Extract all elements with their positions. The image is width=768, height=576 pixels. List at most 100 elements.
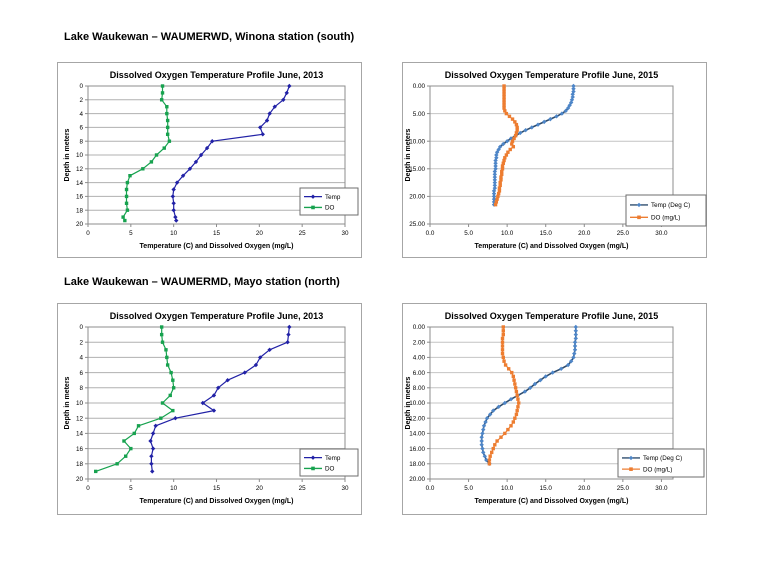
x-tick-label: 15.0 bbox=[540, 230, 553, 237]
x-tick-label: 5.0 bbox=[464, 230, 473, 237]
series-marker-DO (mg/L) bbox=[510, 370, 514, 375]
series-marker-Temp (Deg C) bbox=[492, 183, 497, 188]
series-marker-Temp (Deg C) bbox=[554, 114, 559, 119]
series-marker-DO (mg/L) bbox=[506, 150, 510, 154]
series-marker-Temp bbox=[225, 378, 230, 383]
series-marker-DO (mg/L) bbox=[502, 106, 506, 110]
y-tick-label: 20 bbox=[76, 476, 84, 483]
y-tick-label: 6 bbox=[79, 370, 83, 377]
y-tick-label: 2 bbox=[79, 339, 83, 346]
legend-box bbox=[617, 448, 705, 478]
y-tick-label: 12 bbox=[76, 415, 84, 422]
series-marker-DO bbox=[159, 98, 164, 102]
series-marker-DO (mg/L) bbox=[513, 416, 517, 420]
series-marker-Temp (Deg C) bbox=[501, 141, 506, 147]
series-marker-DO (mg/L) bbox=[500, 348, 505, 352]
series-marker-Temp bbox=[211, 393, 217, 398]
y-tick-label: 16.00 bbox=[409, 446, 425, 453]
series-marker-DO (mg/L) bbox=[514, 389, 519, 394]
series-marker-Temp (Deg C) bbox=[558, 366, 564, 371]
x-axis-title: Temperature (C) and Dissolved Oxygen (mg… bbox=[475, 498, 629, 505]
legend-box bbox=[299, 448, 359, 477]
series-marker-Temp (Deg C) bbox=[493, 158, 498, 163]
series-marker-Temp (Deg C) bbox=[481, 450, 486, 455]
series-marker-DO bbox=[169, 370, 173, 375]
chart-winona-june-2015: Dissolved Oxygen Temperature Profile Jun… bbox=[402, 62, 707, 263]
series-marker-Temp bbox=[149, 461, 154, 466]
series-marker-DO (mg/L) bbox=[501, 161, 505, 165]
series-marker-Temp bbox=[211, 408, 217, 413]
series-marker-Temp (Deg C) bbox=[492, 174, 497, 180]
series-marker-DO bbox=[115, 462, 119, 466]
series-marker-Temp (Deg C) bbox=[508, 397, 514, 402]
x-axis-title: Temperature (C) and Dissolved Oxygen (mg… bbox=[475, 243, 629, 250]
legend-label: Temp bbox=[325, 455, 341, 462]
series-marker-Temp bbox=[253, 362, 259, 368]
legend-marker-DO bbox=[311, 466, 315, 471]
legend-label: DO (mg/L) bbox=[651, 215, 680, 222]
y-tick-label: 10 bbox=[76, 152, 84, 159]
series-marker-DO (mg/L) bbox=[506, 367, 511, 371]
series-marker-Temp (Deg C) bbox=[492, 172, 497, 177]
series-marker-Temp bbox=[204, 145, 210, 151]
series-marker-DO (mg/L) bbox=[516, 405, 520, 409]
y-tick-label: 20.00 bbox=[409, 476, 425, 483]
series-marker-Temp bbox=[198, 152, 204, 158]
y-tick-label: 15.00 bbox=[409, 166, 425, 173]
series-marker-DO bbox=[159, 332, 164, 337]
series-marker-DO (mg/L) bbox=[493, 202, 498, 207]
series-marker-DO (mg/L) bbox=[500, 169, 504, 174]
series-marker-DO (mg/L) bbox=[493, 443, 497, 447]
series-marker-DO (mg/L) bbox=[514, 122, 519, 127]
series-marker-Temp (Deg C) bbox=[479, 435, 484, 440]
series-marker-DO (mg/L) bbox=[513, 382, 517, 386]
series-marker-DO bbox=[94, 469, 98, 474]
chart-winona-june-2013: Dissolved Oxygen Temperature Profile Jun… bbox=[57, 62, 362, 263]
series-marker-DO bbox=[165, 355, 169, 360]
series-marker-Temp (Deg C) bbox=[572, 347, 578, 352]
y-tick-label: 4 bbox=[79, 355, 83, 362]
y-tick-label: 8 bbox=[79, 385, 83, 392]
series-marker-DO (mg/L) bbox=[502, 100, 506, 105]
y-tick-label: 8 bbox=[79, 138, 83, 145]
legend-label: Temp (Deg C) bbox=[643, 455, 682, 462]
series-marker-Temp bbox=[210, 139, 215, 144]
legend-marker-DO bbox=[311, 205, 315, 210]
series-marker-DO (mg/L) bbox=[515, 393, 519, 398]
series-marker-DO (mg/L) bbox=[487, 458, 492, 462]
legend-marker-Temp bbox=[310, 194, 316, 199]
y-tick-label: 14.00 bbox=[409, 431, 425, 438]
series-marker-DO bbox=[165, 125, 170, 130]
series-marker-DO bbox=[171, 386, 176, 390]
series-marker-DO (mg/L) bbox=[515, 408, 519, 413]
x-tick-label: 0.0 bbox=[426, 485, 435, 492]
y-axis-title: Depth in meters bbox=[405, 128, 412, 181]
series-marker-Temp (Deg C) bbox=[487, 412, 493, 417]
series-marker-Temp bbox=[287, 83, 292, 89]
series-marker-DO (mg/L) bbox=[491, 446, 495, 451]
series-marker-DO bbox=[132, 431, 136, 436]
legend-label: DO bbox=[325, 205, 335, 212]
series-marker-DO (mg/L) bbox=[516, 397, 520, 401]
y-tick-label: 14 bbox=[76, 180, 84, 187]
y-tick-label: 0 bbox=[79, 83, 83, 90]
x-tick-label: 5.0 bbox=[464, 485, 473, 492]
series-marker-Temp (Deg C) bbox=[491, 196, 497, 202]
series-marker-DO bbox=[160, 340, 165, 344]
series-marker-DO (mg/L) bbox=[497, 189, 502, 193]
y-tick-label: 8.00 bbox=[413, 385, 426, 392]
series-marker-DO (mg/L) bbox=[509, 424, 513, 428]
series-marker-DO bbox=[149, 160, 154, 164]
y-tick-label: 10.00 bbox=[409, 138, 425, 145]
series-marker-Temp bbox=[267, 111, 272, 116]
series-marker-DO (mg/L) bbox=[487, 462, 492, 466]
series-marker-DO bbox=[159, 325, 164, 329]
y-tick-label: 20.00 bbox=[409, 194, 425, 201]
series-marker-Temp bbox=[257, 125, 263, 130]
y-tick-label: 18 bbox=[76, 461, 84, 468]
series-marker-DO (mg/L) bbox=[490, 450, 494, 455]
series-marker-Temp (Deg C) bbox=[493, 161, 498, 166]
series-marker-DO (mg/L) bbox=[497, 186, 502, 190]
series-marker-Temp bbox=[171, 201, 176, 206]
series-marker-DO (mg/L) bbox=[500, 172, 504, 177]
